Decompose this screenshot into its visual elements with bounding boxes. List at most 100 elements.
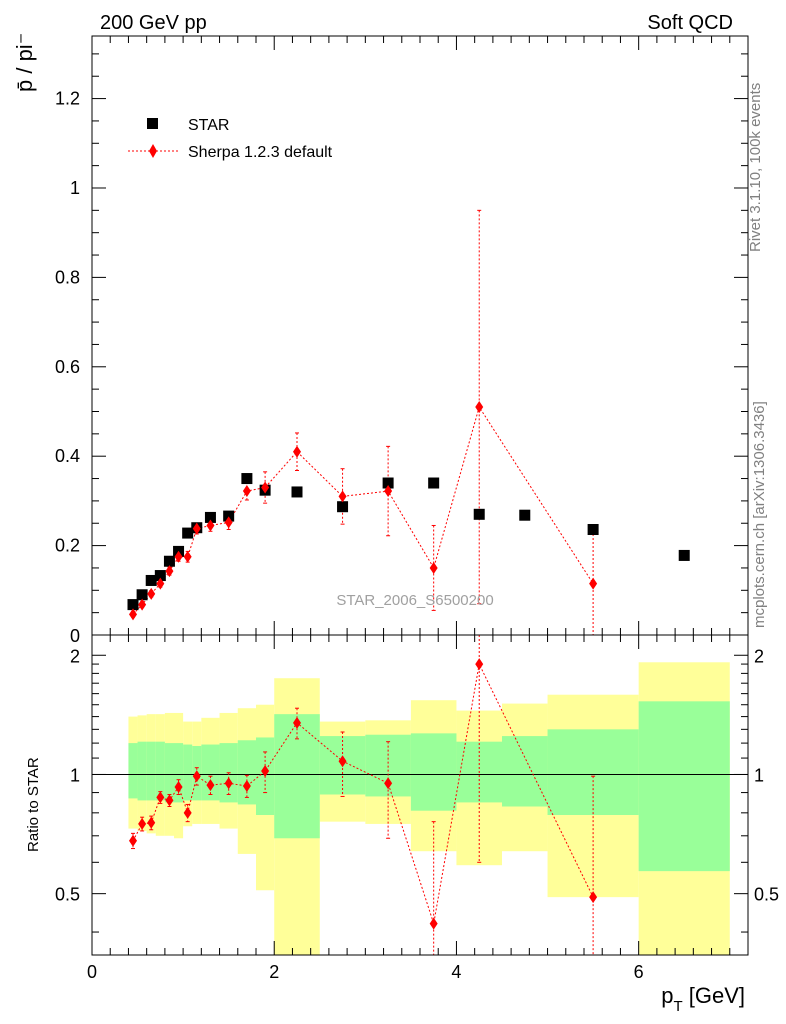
ratio-inner-band xyxy=(502,736,548,807)
mcplots-label: mcplots.cern.ch [arXiv:1306.3436] xyxy=(751,401,768,628)
ratio-data-point xyxy=(206,779,215,792)
ratio-axes: 0.5 0.5 1 1 2 2 0 2 4 6 xyxy=(55,635,779,982)
ratio-inner-band xyxy=(638,701,730,872)
sherpa-data-point xyxy=(384,485,393,498)
ratio-panel: 0.5 0.5 1 1 2 2 0 2 4 6 Ratio to STAR pT [GeV] xyxy=(25,634,779,1015)
ratio-inner-band xyxy=(201,744,220,801)
ratio-data-point xyxy=(192,770,201,783)
sherpa-series-line xyxy=(132,405,594,615)
sherpa-data-point xyxy=(147,587,156,600)
ratio-data-point xyxy=(384,777,393,790)
main-panel: 0.2 0.4 0.6 0.8 1 1.2 0 p̄ / pi⁻ STAR_2006_S6… xyxy=(12,33,749,646)
ratio-y-tick-label-right: 0.5 xyxy=(754,885,779,905)
main-plot-area xyxy=(127,209,690,636)
sherpa-data-point xyxy=(338,490,347,503)
star-data-point xyxy=(154,570,166,582)
sherpa-data-point xyxy=(129,608,137,621)
ratio-y-tick-label-left: 0.5 xyxy=(55,885,80,905)
sherpa-data-point xyxy=(261,481,270,494)
main-y-tick-label: 0.8 xyxy=(55,267,80,287)
sherpa-data-point xyxy=(475,401,484,414)
ratio-data-point xyxy=(156,791,165,804)
sherpa-data-point xyxy=(183,550,192,563)
ratio-y-tick-label-right: 2 xyxy=(754,646,764,666)
ratio-data-point xyxy=(429,917,438,930)
ratio-y-tick-label-left: 1 xyxy=(70,765,80,785)
ratio-data-point xyxy=(589,891,598,904)
ratio-inner-band xyxy=(155,741,165,801)
star-data-point xyxy=(163,555,175,567)
sherpa-data-point xyxy=(165,565,174,578)
star-data-point xyxy=(182,527,194,539)
sherpa-data-point xyxy=(206,519,215,532)
star-data-point xyxy=(382,477,394,489)
star-data-point xyxy=(291,486,303,498)
sherpa-data-point xyxy=(138,598,147,611)
star-data-point xyxy=(337,501,349,513)
star-data-point xyxy=(241,473,253,485)
ratio-y-tick-label-left: 2 xyxy=(70,646,80,666)
ratio-data-point xyxy=(174,780,183,793)
main-y-tick-label: 0.6 xyxy=(55,357,80,377)
star-data-point xyxy=(223,510,235,522)
sherpa-data-point xyxy=(242,485,251,498)
ratio-y-tick-label-right: 1 xyxy=(754,765,764,785)
header-right-label: Soft QCD xyxy=(647,12,733,34)
sherpa-data-point xyxy=(174,550,183,563)
legend: STAR Sherpa 1.2.3 default xyxy=(128,117,333,161)
star-data-point xyxy=(136,589,148,601)
header-left-label: 200 GeV pp xyxy=(100,12,207,34)
main-y-zero-label: 0 xyxy=(70,626,80,646)
sherpa-data-point xyxy=(589,577,598,590)
ratio-inner-band xyxy=(146,741,156,801)
main-y-tick-label: 1.2 xyxy=(55,89,80,109)
ratio-plot-area xyxy=(92,634,748,956)
ratio-y-axis-title: Ratio to STAR xyxy=(25,757,42,852)
sherpa-data-point xyxy=(293,445,301,458)
ratio-inner-band xyxy=(237,740,256,805)
legend-star-marker xyxy=(147,118,158,129)
star-data-point xyxy=(428,477,440,489)
ratio-data-point xyxy=(242,780,251,793)
x-tick-label: 4 xyxy=(451,962,461,982)
ratio-data-point xyxy=(224,777,233,790)
legend-star-label: STAR xyxy=(188,117,229,134)
ratio-data-point xyxy=(165,794,174,807)
ratio-data-point xyxy=(293,716,301,729)
main-y-axis-title: p̄ / pi⁻ xyxy=(12,33,37,92)
x-tick-label: 0 xyxy=(87,962,97,982)
x-tick-label: 2 xyxy=(269,962,279,982)
rivet-version-label: Rivet 3.1.10, 100k events xyxy=(747,83,764,252)
sherpa-data-point xyxy=(156,577,165,590)
star-data-point xyxy=(587,524,599,536)
ratio-inner-band xyxy=(128,743,138,799)
ratio-data-point xyxy=(475,658,484,671)
main-y-tick-label: 1 xyxy=(70,178,80,198)
sherpa-data-point xyxy=(429,561,438,574)
ratio-data-point xyxy=(129,834,137,847)
star-data-point xyxy=(473,508,485,520)
ratio-data-point xyxy=(147,816,156,829)
main-y-tick-label: 0.4 xyxy=(55,446,80,466)
ratio-inner-band xyxy=(164,743,174,803)
ratio-inner-band xyxy=(410,733,457,811)
star-data-point xyxy=(678,549,690,561)
main-y-axis: 0.2 0.4 0.6 0.8 1 1.2 xyxy=(55,36,748,635)
ratio-inner-band xyxy=(274,714,320,839)
star-data-point xyxy=(145,574,157,586)
ratio-data-point xyxy=(261,765,270,778)
ratio-inner-band xyxy=(174,743,184,803)
ratio-data-point xyxy=(138,817,147,830)
watermark-label: STAR_2006_S6500200 xyxy=(336,592,493,609)
ratio-data-point xyxy=(338,755,347,768)
legend-sherpa-marker xyxy=(149,144,157,158)
sherpa-data-point xyxy=(224,516,233,529)
star-data-point xyxy=(204,511,216,523)
ratio-data-point xyxy=(183,806,192,819)
legend-sherpa-label: Sherpa 1.2.3 default xyxy=(188,144,333,161)
main-y-tick-label: 0.2 xyxy=(55,536,80,556)
star-data-point xyxy=(519,509,531,521)
sherpa-data-point xyxy=(192,522,201,535)
ratio-inner-band xyxy=(137,741,147,801)
